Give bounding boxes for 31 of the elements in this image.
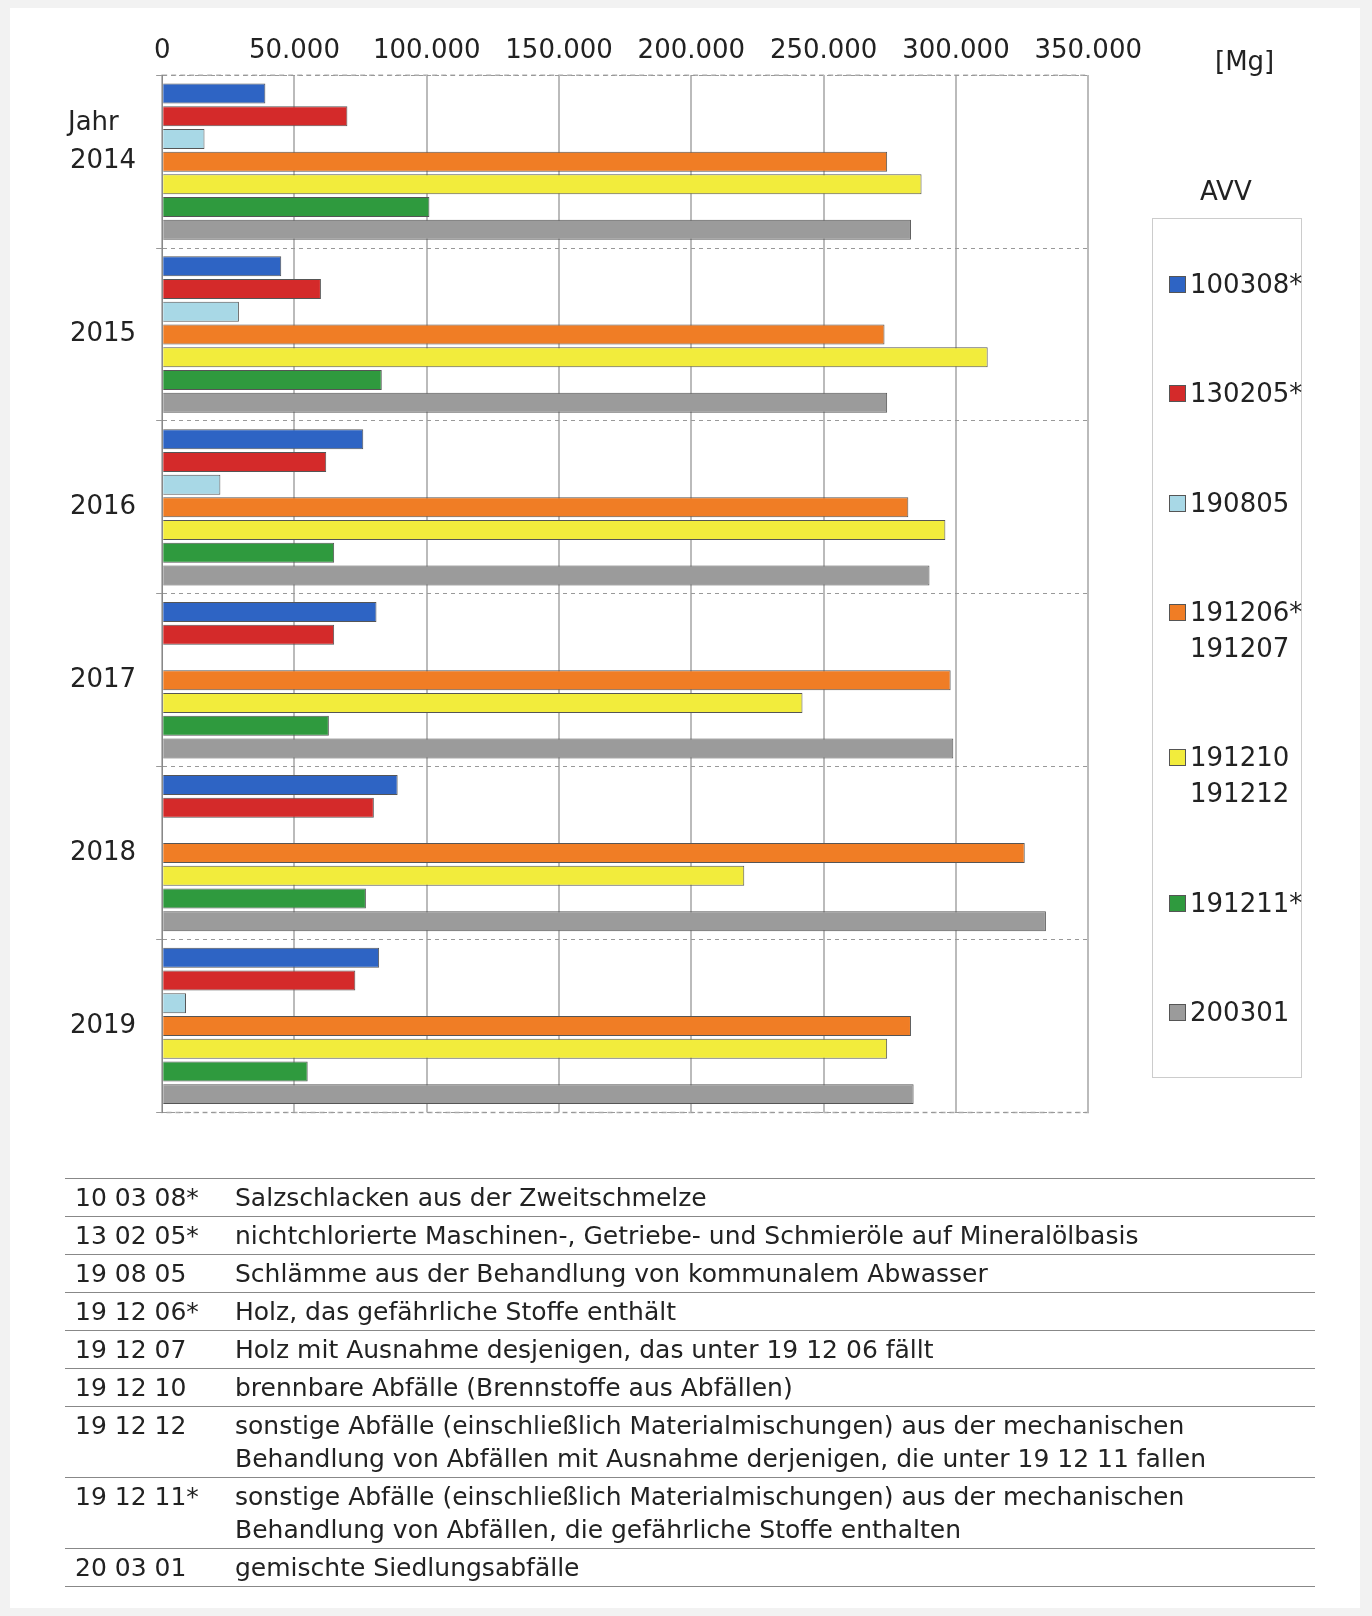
- y-tick-label: 2019: [70, 1008, 137, 1039]
- text: 19 08 05 Schlämme aus der Behandlung von kommunalem Abwasser: [75, 1259, 988, 1288]
- text: 19 12 07 Holz mit Ausnahme desjenigen, das unter 19 12 06 fällt: [75, 1335, 934, 1364]
- legend-label: 191210 191212: [1190, 741, 1290, 811]
- x-tick-label: 300.000: [902, 34, 1010, 65]
- text: 20 03 01 gemischte Siedlungsabfälle: [75, 1553, 580, 1582]
- text: 19 12 06* Holz, das gefährliche Stoffe enthält: [75, 1297, 676, 1326]
- y-tick-label: 2016: [70, 490, 137, 521]
- text: 19 12 10 brennbare Abfälle (Brennstoffe aus Abfällen): [75, 1373, 793, 1402]
- x-tick-label: 200.000: [637, 34, 746, 65]
- text: 10 03 08* Salzschlacken aus der Zweitschmelze: [75, 1183, 707, 1212]
- y-tick-label: 2018: [70, 835, 137, 866]
- x-tick-label: 100.000: [372, 34, 481, 65]
- legend-label: 130205*: [1190, 377, 1303, 411]
- y-axis-title: Jahr: [68, 106, 119, 136]
- legend-label: 190805: [1190, 486, 1290, 520]
- x-tick-label: 150.000: [505, 34, 613, 65]
- x-tick-label: 350.000: [1034, 34, 1143, 65]
- y-tick-label: 2014: [70, 144, 137, 175]
- x-tick-label: 0: [153, 34, 171, 65]
- legend-label: 191206* 191207: [1190, 595, 1303, 665]
- legend-label: 100308*: [1190, 267, 1303, 301]
- legend-label: 200301: [1190, 996, 1290, 1030]
- y-tick-label: 2015: [70, 317, 137, 348]
- x-tick-label: 250.000: [769, 34, 878, 65]
- legend-title: AVV: [1200, 176, 1252, 206]
- x-axis-title: [Mg]: [1215, 46, 1275, 76]
- y-tick-label: 2017: [70, 662, 137, 693]
- legend-label: 191211*: [1190, 886, 1303, 920]
- text: 13 02 05* nichtchlorierte Maschinen-, Getriebe- und Schmieröle auf Mineralölbasis: [75, 1221, 1139, 1250]
- x-tick-label: 50.000: [248, 34, 340, 65]
